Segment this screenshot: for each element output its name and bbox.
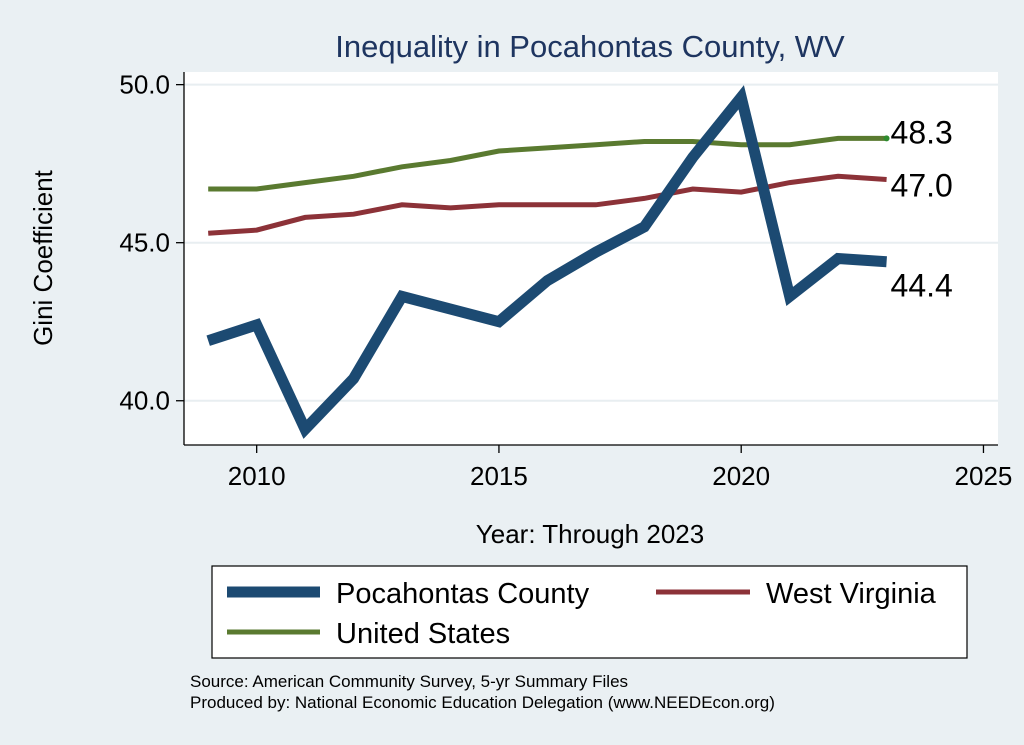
end-label-pocahontas-county: 44.4 — [891, 268, 953, 304]
x-tick-label: 2010 — [228, 461, 286, 491]
legend-label-pocahontas-county: Pocahontas County — [336, 578, 590, 610]
y-tick-label: 45.0 — [119, 228, 170, 258]
legend-label-west-virginia: West Virginia — [766, 578, 937, 610]
gridlines — [184, 83, 998, 402]
series-line-west-virginia — [208, 173, 887, 236]
legend-box — [211, 565, 968, 659]
x-axis-title: Year: Through 2023 — [476, 519, 704, 549]
legend-label-united-states: United States — [336, 618, 510, 650]
end-labels: 44.4 47.0 48.3 — [891, 114, 953, 303]
end-label-west-virginia: 47.0 — [891, 167, 953, 203]
producer-line: Produced by: National Economic Education… — [190, 693, 775, 712]
x-tick-label: 2015 — [470, 461, 528, 491]
legend-item-united-states: United States — [227, 618, 510, 650]
y-tick-label: 50.0 — [119, 70, 170, 100]
y-tick-label: 40.0 — [119, 386, 170, 416]
x-tick-label: 2020 — [712, 461, 770, 491]
legend-item-pocahontas-county: Pocahontas County — [227, 578, 590, 610]
x-tick-label: 2025 — [955, 461, 1013, 491]
chart-title: Inequality in Pocahontas County, WV — [335, 29, 845, 64]
end-label-united-states: 48.3 — [891, 114, 953, 150]
axes: 40.0 45.0 50.0 2010 2015 2020 2025 — [119, 70, 1012, 491]
series-line-pocahontas-county — [206, 85, 887, 439]
y-axis-title: Gini Coefficient — [28, 169, 58, 346]
series-line-united-states — [208, 135, 887, 192]
legend-item-west-virginia: West Virginia — [656, 578, 937, 610]
data-point-united-states-2023 — [883, 135, 890, 142]
source-line: Source: American Community Survey, 5-yr … — [190, 672, 628, 691]
series-lines — [206, 85, 890, 439]
legend: Pocahontas County West Virginia United S… — [211, 565, 968, 659]
